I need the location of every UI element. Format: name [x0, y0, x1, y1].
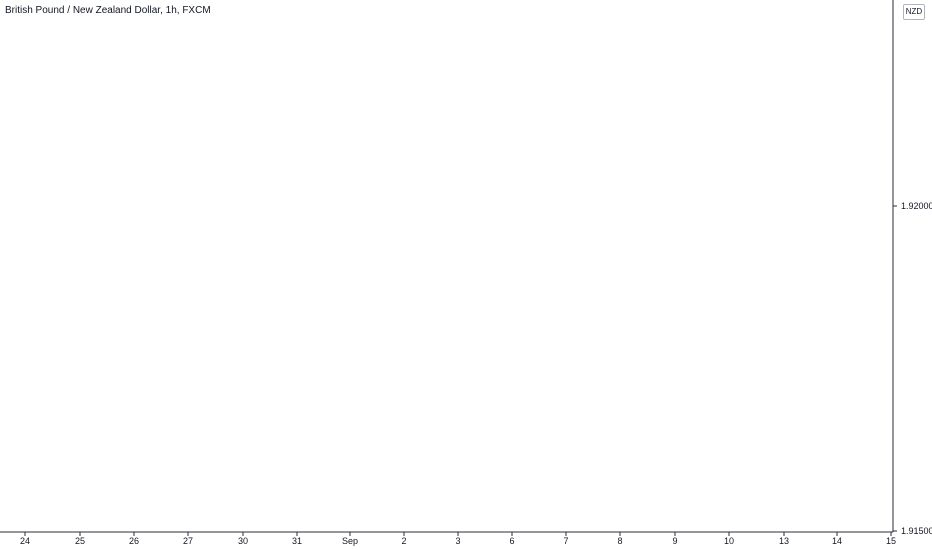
- x-tick-label: 27: [183, 536, 193, 546]
- x-tick-label: 13: [779, 536, 789, 546]
- chart-title: British Pound / New Zealand Dollar, 1h, …: [5, 5, 211, 16]
- x-tick-label: 14: [832, 536, 842, 546]
- x-tick-label: Sep: [342, 536, 358, 546]
- x-tick-label: 24: [20, 536, 30, 546]
- x-tick-label: 8: [617, 536, 622, 546]
- x-tick-label: 6: [509, 536, 514, 546]
- x-tick-label: 10: [724, 536, 734, 546]
- y-tick-label: 1.92000: [901, 201, 932, 211]
- x-tick-label: 25: [75, 536, 85, 546]
- x-tick-label: 7: [563, 536, 568, 546]
- x-tick-label: 9: [672, 536, 677, 546]
- x-tick-label: 15: [886, 536, 896, 546]
- x-tick-label: 26: [129, 536, 139, 546]
- x-tick-label: 3: [455, 536, 460, 546]
- x-tick-label: 30: [238, 536, 248, 546]
- y-tick-label: 1.91500: [901, 526, 932, 536]
- currency-badge[interactable]: NZD: [903, 4, 925, 20]
- x-tick-label: 2: [401, 536, 406, 546]
- x-tick-label: 31: [292, 536, 302, 546]
